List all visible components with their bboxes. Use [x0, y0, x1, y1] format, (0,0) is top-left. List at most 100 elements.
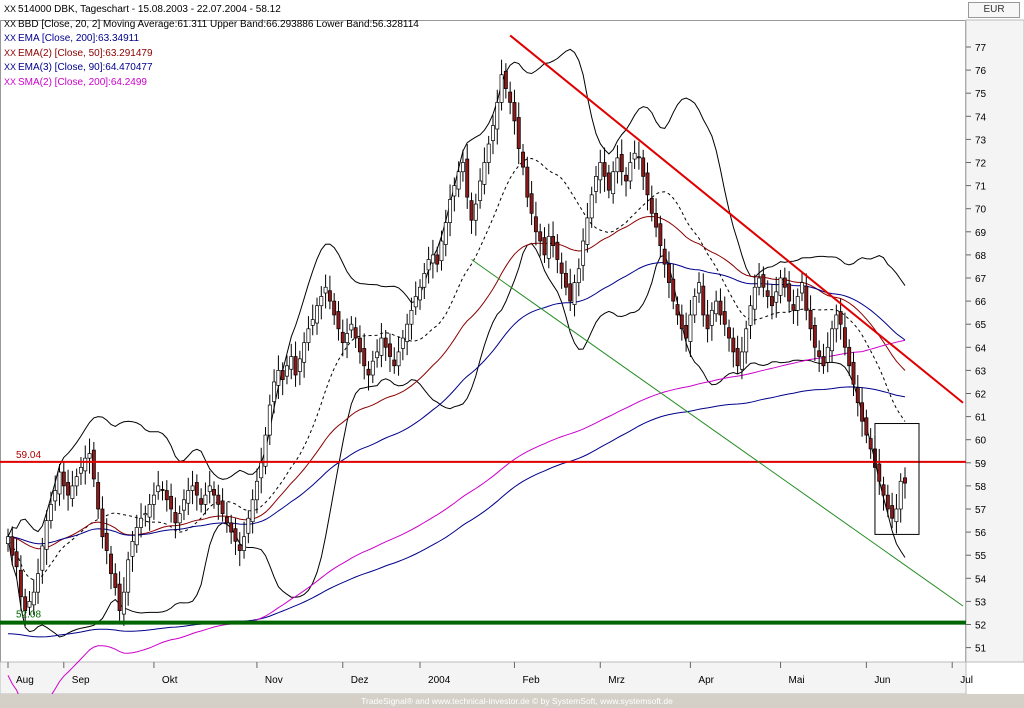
legend-text: EMA [Close, 200]:63.34911 — [18, 33, 140, 44]
candle-body — [473, 203, 478, 221]
candle-body — [628, 162, 633, 182]
x-tick-label: Mai — [789, 675, 805, 686]
chart-legend: XX 514000 DBK, Tageschart - 15.08.2003 - … — [4, 2, 419, 89]
currency-selector[interactable]: EUR — [968, 2, 1020, 18]
y-tick-label: 70 — [975, 205, 987, 216]
candle-body — [568, 283, 573, 302]
candle-body — [718, 300, 723, 316]
candle-body — [139, 517, 143, 528]
candle-body — [156, 485, 161, 493]
candle-body — [890, 505, 895, 519]
legend-marker[interactable]: XX — [4, 62, 17, 72]
candle-body — [594, 176, 598, 192]
x-tick-label: Aug — [16, 675, 34, 686]
candle-body — [448, 199, 453, 223]
candle-body — [881, 484, 886, 496]
sma-200-line — [7, 339, 906, 708]
candle-body — [563, 273, 568, 288]
candle-body — [765, 290, 770, 297]
candle-body — [838, 311, 843, 325]
candle-body — [611, 171, 616, 195]
candle-body — [722, 311, 727, 325]
candle-body — [572, 282, 577, 305]
candle-body — [259, 462, 264, 479]
y-tick-label: 75 — [975, 89, 987, 100]
candle-body — [503, 70, 508, 89]
legend-marker[interactable]: XX — [4, 47, 17, 58]
candle-body — [242, 536, 247, 551]
candle-body — [795, 296, 800, 311]
legend-text: BBD [Close, 20, 2] Moving Average:61.311… — [18, 18, 419, 30]
candle-body — [491, 125, 495, 141]
candle-body — [315, 305, 319, 324]
candle-body — [113, 573, 118, 588]
candle-body — [658, 223, 663, 247]
y-tick-label: 58 — [975, 482, 987, 493]
candle-body — [662, 248, 667, 265]
candle-body — [842, 327, 847, 348]
candle-body — [224, 516, 229, 524]
legend-entry-2: XX EMA [Close, 200]:63.34911 — [4, 31, 419, 46]
candle-body — [109, 553, 113, 575]
candle-body — [388, 343, 392, 357]
candle-body — [585, 217, 590, 245]
candle-body — [598, 162, 603, 181]
candle-body — [817, 350, 822, 357]
legend-marker[interactable]: XX — [4, 33, 17, 43]
y-tick-label: 63 — [975, 366, 987, 377]
candle-body — [546, 236, 551, 259]
plot-area — [0, 20, 966, 663]
candle-body — [100, 508, 105, 538]
candle-body — [375, 351, 380, 359]
legend-text: 514000 DBK, Tageschart - 15.08.2003 - 22… — [18, 4, 281, 15]
legend-marker[interactable]: XX — [4, 18, 17, 29]
candle-body — [345, 333, 350, 344]
candle-body — [791, 304, 796, 311]
candle-body — [36, 573, 40, 593]
candle-body — [439, 240, 444, 262]
candle-body — [27, 601, 32, 608]
candle-body — [825, 346, 830, 363]
candle-body — [302, 342, 307, 363]
candle-body — [332, 300, 337, 316]
x-tick-label: Jun — [874, 675, 890, 686]
candle-body — [83, 457, 88, 472]
y-tick-label: 61 — [975, 413, 987, 424]
candle-body — [413, 296, 418, 308]
candle-body — [297, 358, 302, 372]
candle-body — [117, 583, 122, 611]
candle-body — [533, 216, 538, 233]
candle-body — [731, 337, 736, 353]
x-tick-label: Nov — [265, 675, 283, 686]
legend-marker[interactable]: XX — [4, 76, 17, 87]
x-tick-label: Jul — [960, 675, 973, 686]
candle-body — [121, 591, 126, 615]
candle-body — [559, 262, 564, 274]
y-tick-label: 67 — [975, 274, 987, 285]
y-tick-label: 74 — [975, 112, 987, 123]
candle-body — [495, 102, 500, 130]
candle-body — [636, 156, 641, 159]
green-trendline — [471, 259, 964, 607]
candle-body — [443, 222, 448, 245]
candle-body — [134, 527, 139, 546]
candle-body — [757, 277, 762, 288]
candle-body — [748, 305, 753, 326]
candle-body — [512, 102, 517, 122]
candle-body — [53, 490, 58, 502]
legend-entry-3: XX EMA(2) [Close, 50]:63.291479 — [4, 46, 419, 61]
candle-body — [263, 434, 268, 467]
candle-body — [400, 337, 405, 349]
candle-body — [602, 162, 607, 177]
candle-body — [289, 356, 294, 370]
downtrend-line — [509, 34, 964, 404]
footer-credit: TradeSignal® and www.technical-investor.… — [0, 694, 1024, 708]
candle-body — [409, 309, 414, 325]
candle-body — [697, 282, 701, 294]
legend-marker[interactable]: XX — [4, 4, 17, 14]
candle-body — [576, 268, 581, 283]
ema-200-line — [7, 386, 906, 638]
candle-body — [293, 356, 298, 376]
